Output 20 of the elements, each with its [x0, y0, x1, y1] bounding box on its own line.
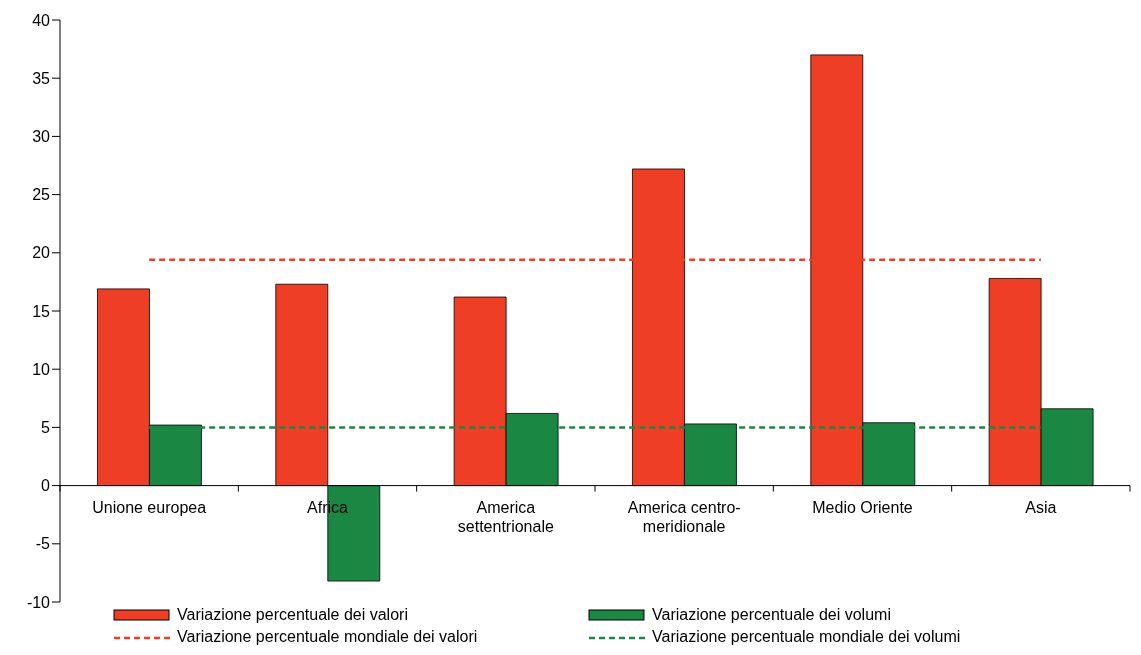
x-tick-label: Unione europea [92, 498, 207, 516]
legend-label: Variazione percentuale dei valori [177, 606, 408, 624]
legend-label: Variazione percentuale mondiale dei valori [177, 628, 478, 646]
y-tick-label: 20 [32, 244, 51, 262]
y-tick-label: 35 [32, 69, 51, 87]
legend-label: Variazione percentuale mondiale dei volumi [652, 628, 961, 646]
x-tick-label: America settentrionale [457, 498, 554, 535]
x-tick-label: Asia [1025, 498, 1057, 516]
y-tick-label: 30 [32, 128, 51, 146]
y-tick-label: -10 [26, 593, 51, 611]
legend-label: Variazione percentuale dei volumi [652, 606, 891, 624]
y-tick-label: 0 [41, 477, 51, 495]
y-tick-label: 25 [32, 186, 51, 204]
y-tick-label: 15 [32, 302, 51, 320]
y-tick-label: 10 [32, 360, 51, 378]
y-tick-label: 40 [32, 11, 51, 29]
x-tick-label: Medio Oriente [812, 498, 913, 516]
x-tick-label: America centro-meridionale [627, 498, 741, 535]
y-tick-label: 5 [41, 419, 51, 437]
y-tick-label: -5 [35, 535, 51, 553]
